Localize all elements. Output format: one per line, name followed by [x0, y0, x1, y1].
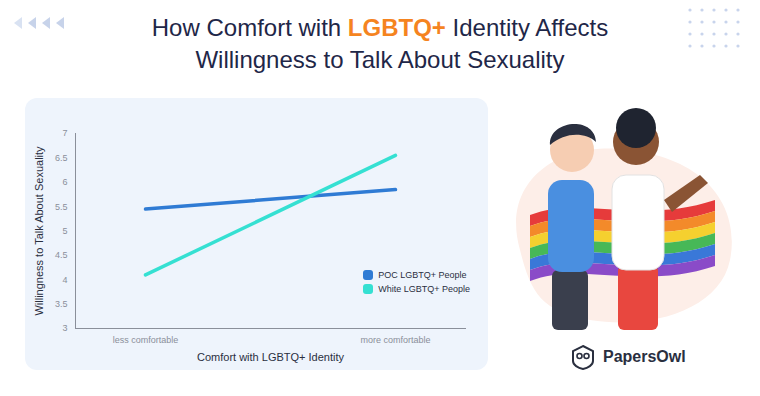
svg-text:3.5: 3.5	[55, 299, 68, 309]
svg-text:Comfort with LGBTQ+ Identity: Comfort with LGBTQ+ Identity	[197, 351, 345, 363]
svg-text:6: 6	[62, 177, 67, 187]
html-text:White LGBTQ+ People: White LGBTQ+ People	[378, 284, 470, 294]
html-text:PapersOwl: PapersOwl	[603, 348, 686, 365]
svg-text:7: 7	[62, 128, 67, 138]
svg-text:3: 3	[62, 323, 67, 333]
svg-text:more comfortable: more comfortable	[360, 335, 430, 345]
svg-text:6.5: 6.5	[55, 153, 68, 163]
html-text:POC LGBTQ+ People: POC LGBTQ+ People	[378, 270, 467, 280]
svg-text:4: 4	[62, 275, 67, 285]
svg-text:Willingness to Talk About Sexu: Willingness to Talk About Sexuality	[33, 146, 45, 316]
svg-text:5: 5	[62, 226, 67, 236]
svg-text:4.5: 4.5	[55, 250, 68, 260]
html-text:Willingness to Talk About Sexu: Willingness to Talk About Sexuality	[195, 46, 565, 73]
svg-text:less comfortable: less comfortable	[113, 335, 179, 345]
svg-text:5.5: 5.5	[55, 202, 68, 212]
html-text:How Comfort with LGBTQ+ Identi: How Comfort with LGBTQ+ Identity Affects	[151, 14, 609, 41]
